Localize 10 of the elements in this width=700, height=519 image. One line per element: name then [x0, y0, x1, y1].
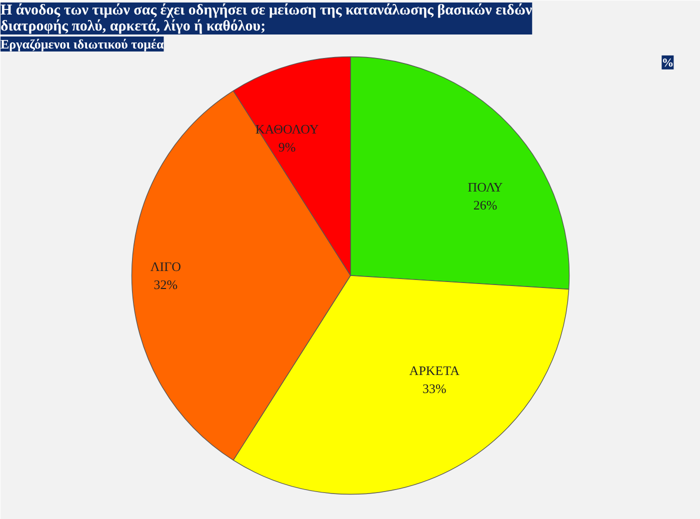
data-label: 33%: [422, 380, 447, 396]
data-label: 9%: [278, 139, 296, 154]
text: %: [662, 55, 674, 70]
slice-label: ΑΡΚΕΤΑ: [409, 362, 460, 378]
slice-label: ΛΙΓΟ: [150, 259, 181, 274]
chart-title: Η άνοδος των τιμών σας έχει οδηγήσει σε μείωση της κατανάλωσης βασικών ειδών διατροφής πολύ, αρκετά, λίγο ή καθόλου;: [0, 2, 532, 34]
data-label: 26%: [473, 197, 498, 212]
slice-label: ΠΟΛΥ: [468, 179, 504, 194]
chart-subtitle: Εργαζόμενοι ιδιωτικού τομέα: [0, 36, 164, 52]
data-label: 32%: [154, 277, 178, 292]
